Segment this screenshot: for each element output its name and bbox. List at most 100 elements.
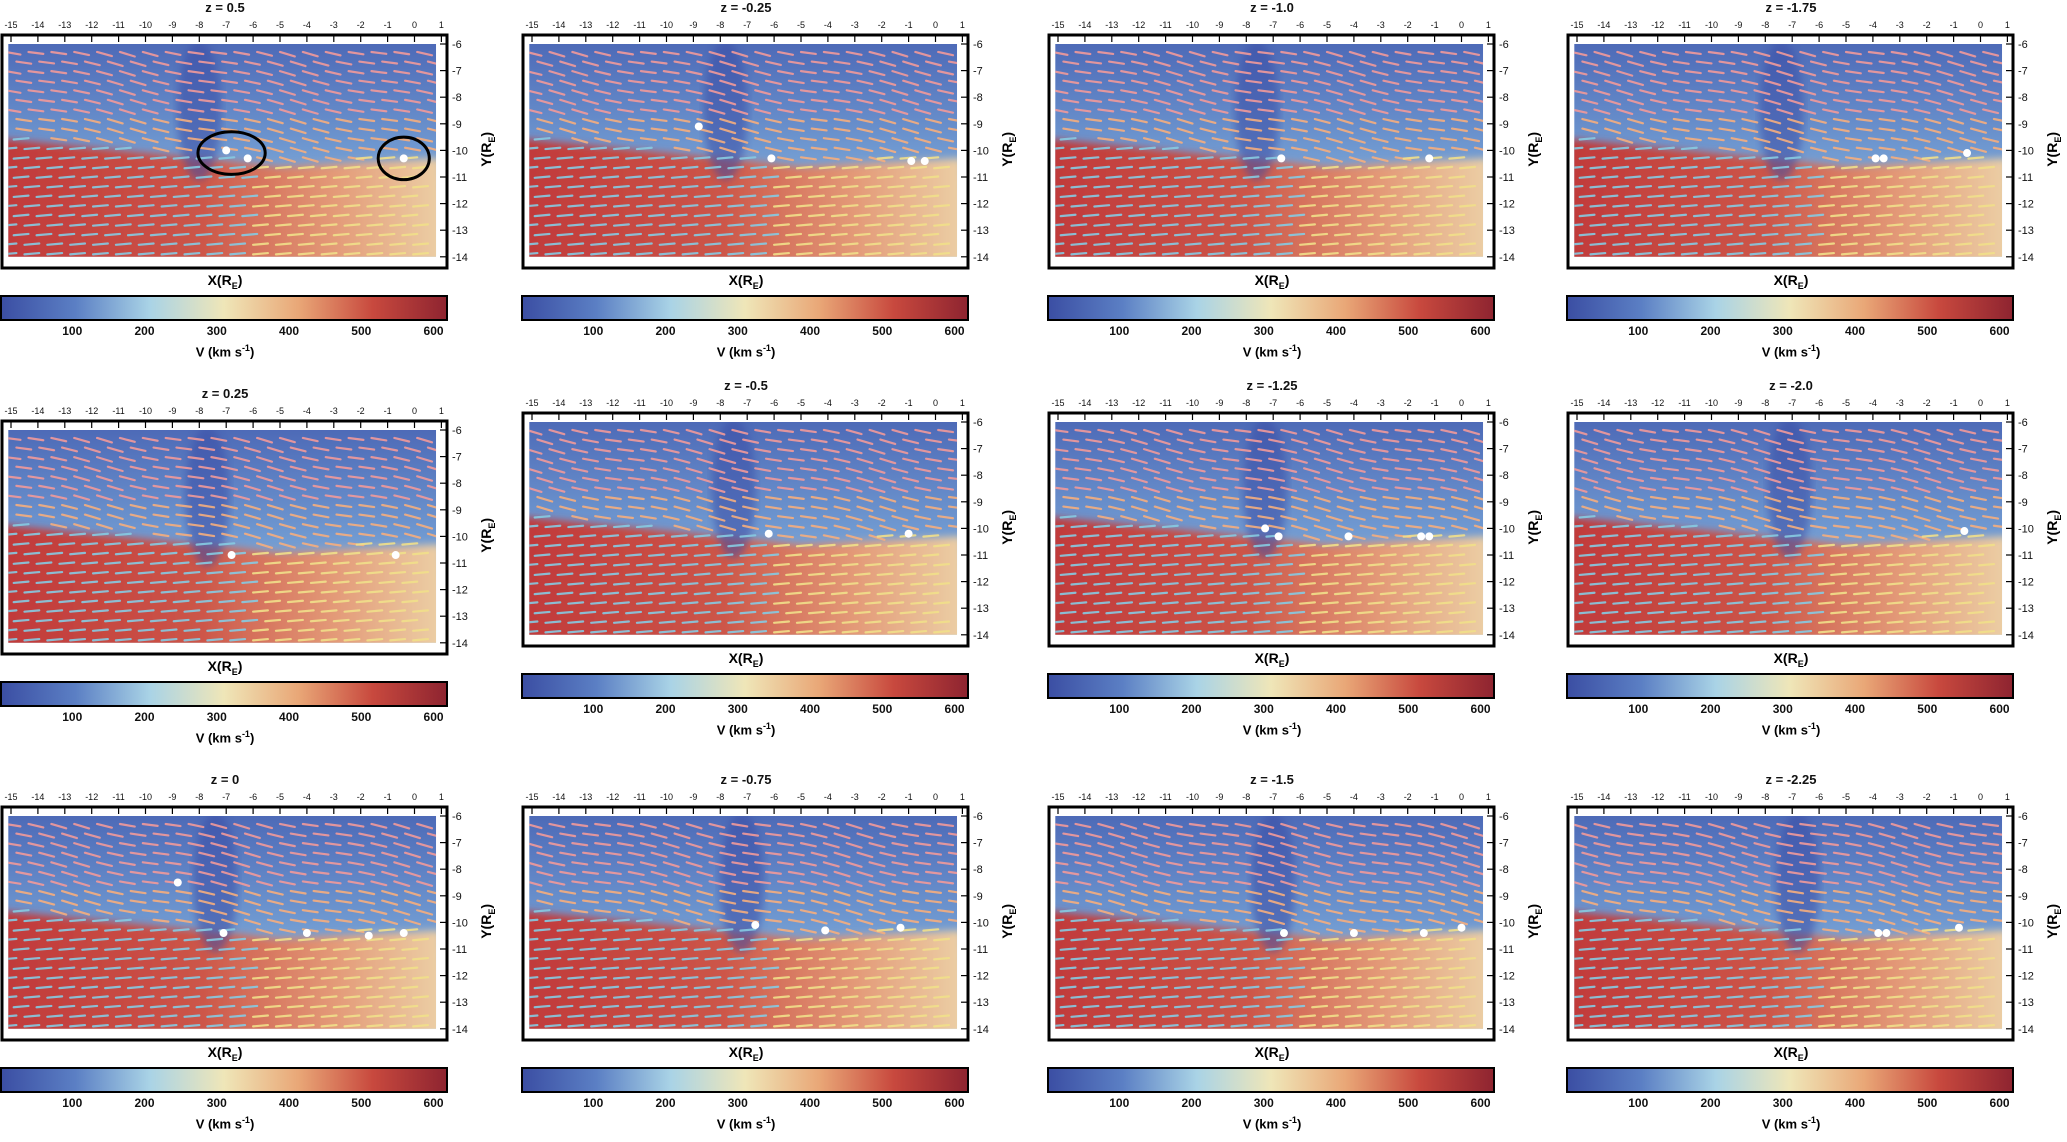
streamline-arrow xyxy=(1404,176,1419,177)
streamline-arrow xyxy=(1460,1016,1475,1017)
colorbar-tick-label: 300 xyxy=(207,710,227,724)
streamline-arrow xyxy=(568,564,583,565)
streamline-arrow xyxy=(1061,196,1076,197)
streamline-arrow xyxy=(413,224,428,225)
streamline-arrow xyxy=(276,224,291,225)
y-tick-label: -11 xyxy=(973,172,988,184)
streamline-arrow xyxy=(390,186,405,187)
streamline-arrow xyxy=(797,1016,812,1017)
streamline-arrow xyxy=(311,176,326,177)
streamline-arrow xyxy=(728,1016,743,1017)
streamline-arrow xyxy=(591,920,606,921)
streamline-arrow xyxy=(1061,987,1076,988)
streamline-arrow xyxy=(923,215,938,216)
streamline-arrow xyxy=(695,968,710,969)
streamline-arrow xyxy=(568,996,583,997)
y-tick-label: -6 xyxy=(2018,39,2028,51)
streamline-arrow xyxy=(116,996,131,997)
streamline-arrow xyxy=(580,968,595,969)
streamline-arrow xyxy=(37,196,52,197)
streamline-arrow xyxy=(24,244,39,245)
x-tick-label: -11 xyxy=(1159,20,1171,30)
streamline-arrow xyxy=(1323,224,1338,225)
colorbar-tick-label: 100 xyxy=(62,324,82,338)
streamline-arrow xyxy=(774,1025,789,1026)
streamline-arrow xyxy=(345,253,360,254)
y-tick-label: -8 xyxy=(1499,864,1509,876)
streamline-arrow xyxy=(855,987,870,988)
spacecraft-marker xyxy=(400,154,408,162)
streamline-arrow xyxy=(1437,224,1452,225)
streamline-arrow xyxy=(843,631,858,632)
streamline-arrow xyxy=(70,534,85,535)
streamline-arrow xyxy=(47,639,62,640)
streamline-arrow xyxy=(843,996,858,997)
streamline-arrow xyxy=(390,253,405,254)
streamline-arrow xyxy=(1323,1025,1338,1026)
streamline-arrow xyxy=(380,196,395,197)
spacecraft-marker xyxy=(220,929,228,937)
x-tick-label: -7 xyxy=(1269,792,1277,802)
streamline-arrow xyxy=(1244,593,1259,594)
streamline-arrow xyxy=(37,948,52,949)
y-tick-label: -11 xyxy=(452,944,467,956)
streamline-arrow xyxy=(390,591,405,592)
streamline-arrow xyxy=(219,215,234,216)
streamline-arrow xyxy=(774,631,789,632)
streamline-arrow xyxy=(1763,196,1778,197)
streamline-arrow xyxy=(1106,612,1121,613)
streamline-arrow xyxy=(70,939,85,940)
streamline-arrow xyxy=(1437,186,1452,187)
colorbar-tick-label: 100 xyxy=(1109,702,1129,716)
streamline-arrow xyxy=(1946,157,1961,158)
colorbar-tick-label: 300 xyxy=(728,324,748,338)
streamline-arrow xyxy=(265,176,280,177)
streamline-arrow xyxy=(1751,167,1766,168)
x-tick-label: -15 xyxy=(525,792,538,802)
streamline-arrow xyxy=(1117,977,1132,978)
streamline-arrow xyxy=(1460,602,1475,603)
streamline-arrow xyxy=(1140,186,1155,187)
streamline-arrow xyxy=(603,157,618,158)
streamline-arrow xyxy=(1381,215,1396,216)
streamline-arrow xyxy=(763,948,778,949)
x-tick-label: -9 xyxy=(1734,20,1742,30)
panel: z = -0.75-15-14-13-12-11-10-9-8-7-6-5-4-… xyxy=(521,772,1021,1142)
streamline-arrow xyxy=(1358,612,1373,613)
streamline-arrow xyxy=(1163,920,1178,921)
streamline-arrow xyxy=(535,929,550,930)
spacecraft-marker xyxy=(907,157,915,165)
streamline-arrow xyxy=(299,553,314,554)
streamline-arrow xyxy=(1209,977,1224,978)
streamline-arrow xyxy=(299,958,314,959)
streamline-arrow xyxy=(1831,234,1846,235)
streamline-arrow xyxy=(1923,215,1938,216)
streamline-arrow xyxy=(253,996,268,997)
streamline-arrow xyxy=(105,620,120,621)
streamline-arrow xyxy=(47,205,62,206)
streamline-arrow xyxy=(614,564,629,565)
y-axis-label: Y(RE) xyxy=(2044,132,2063,167)
streamline-arrow xyxy=(728,631,743,632)
streamline-arrow xyxy=(1094,244,1109,245)
streamline-arrow xyxy=(580,948,595,949)
streamline-arrow xyxy=(1392,583,1407,584)
streamline-arrow xyxy=(1061,593,1076,594)
colorbar-tick-label: 300 xyxy=(728,1096,748,1110)
streamline-arrow xyxy=(299,572,314,573)
streamline-arrow xyxy=(185,958,200,959)
streamline-arrow xyxy=(1244,234,1259,235)
colorbar-tick-label: 300 xyxy=(1254,324,1274,338)
x-tick-label: -13 xyxy=(579,20,592,30)
x-tick-label: 0 xyxy=(933,792,938,802)
streamline-arrow xyxy=(603,234,618,235)
streamline-arrow xyxy=(1300,1016,1315,1017)
streamline-arrow xyxy=(1404,929,1419,930)
x-axis-label: X(RE) xyxy=(1047,272,1497,291)
streamline-arrow xyxy=(1404,987,1419,988)
streamline-arrow xyxy=(93,1025,108,1026)
streamline-arrow xyxy=(878,948,893,949)
streamline-arrow xyxy=(14,543,29,544)
streamline-arrow xyxy=(299,253,314,254)
colorbar-tick-label: 200 xyxy=(1182,702,1202,716)
